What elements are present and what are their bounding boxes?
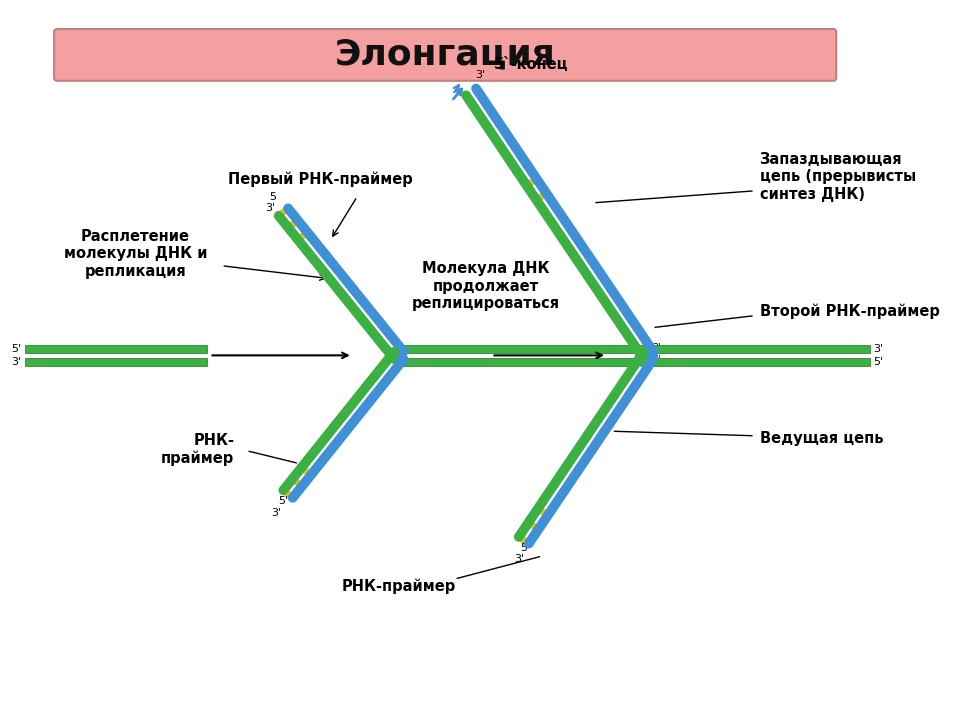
Bar xyxy=(399,358,649,366)
Bar xyxy=(649,358,871,366)
Text: 3': 3' xyxy=(475,71,486,80)
Bar xyxy=(26,353,36,358)
Bar xyxy=(857,353,868,358)
Bar xyxy=(156,353,166,358)
Bar xyxy=(181,353,192,358)
Bar xyxy=(621,353,631,358)
Bar xyxy=(780,353,790,358)
Bar xyxy=(741,353,751,358)
Bar xyxy=(649,345,871,353)
Text: 5': 5' xyxy=(520,543,531,553)
Text: 5': 5' xyxy=(874,357,883,367)
Bar xyxy=(805,353,816,358)
Text: 3': 3' xyxy=(271,508,281,518)
Bar xyxy=(634,353,644,358)
Bar xyxy=(25,358,206,366)
Bar xyxy=(39,353,50,358)
Bar xyxy=(452,353,463,358)
Bar xyxy=(767,353,777,358)
Bar xyxy=(400,353,411,358)
Text: 3': 3' xyxy=(265,203,276,213)
Bar xyxy=(715,353,726,358)
Bar xyxy=(440,353,450,358)
Bar xyxy=(651,353,660,358)
Text: 5: 5 xyxy=(269,192,276,202)
Bar xyxy=(130,353,140,358)
Bar xyxy=(78,353,88,358)
Bar xyxy=(399,345,649,353)
Bar xyxy=(831,353,842,358)
Text: Запаздывающая
цепь (прерывисты
синтез ДНК): Запаздывающая цепь (прерывисты синтез ДН… xyxy=(759,152,916,202)
Text: Молекула ДНК
продолжает
реплицироваться: Молекула ДНК продолжает реплицироваться xyxy=(412,261,560,311)
Text: 3': 3' xyxy=(652,343,660,353)
Bar xyxy=(608,353,618,358)
Bar xyxy=(143,353,153,358)
Bar xyxy=(676,353,686,358)
Bar xyxy=(504,353,515,358)
Bar xyxy=(492,353,501,358)
Text: 3': 3' xyxy=(12,357,22,367)
Text: 3': 3' xyxy=(514,554,524,564)
Bar xyxy=(819,353,828,358)
Bar xyxy=(195,353,204,358)
Bar xyxy=(845,353,854,358)
Bar xyxy=(543,353,553,358)
Bar xyxy=(52,353,62,358)
Bar xyxy=(466,353,475,358)
Bar xyxy=(414,353,424,358)
Text: РНК-праймер: РНК-праймер xyxy=(342,579,456,594)
Text: Первый РНК-праймер: Первый РНК-праймер xyxy=(228,172,413,187)
Bar xyxy=(478,353,489,358)
Bar xyxy=(104,353,114,358)
Bar xyxy=(582,353,592,358)
Bar xyxy=(595,353,605,358)
Bar xyxy=(663,353,674,358)
Bar xyxy=(517,353,527,358)
Text: 5': 5' xyxy=(12,344,22,354)
Bar xyxy=(530,353,540,358)
Text: 5': 5' xyxy=(278,497,288,506)
Bar xyxy=(793,353,803,358)
Bar xyxy=(689,353,700,358)
Text: 3': 3' xyxy=(874,344,883,354)
Bar xyxy=(169,353,179,358)
Text: Второй РНК-праймер: Второй РНК-праймер xyxy=(759,303,940,319)
Bar xyxy=(569,353,579,358)
Text: Элонгация: Элонгация xyxy=(335,38,556,72)
Bar xyxy=(702,353,712,358)
Bar xyxy=(25,345,206,353)
Text: Расплетение
молекулы ДНК и
репликация: Расплетение молекулы ДНК и репликация xyxy=(63,229,207,279)
FancyBboxPatch shape xyxy=(54,29,836,81)
Bar xyxy=(117,353,127,358)
Text: Ведущая цепь: Ведущая цепь xyxy=(759,431,883,446)
Text: 5`-конец: 5`-конец xyxy=(494,57,568,72)
Text: РНК-
праймер: РНК- праймер xyxy=(161,433,234,466)
Bar xyxy=(91,353,101,358)
Bar xyxy=(754,353,764,358)
Bar xyxy=(556,353,566,358)
Text: 5': 5' xyxy=(652,355,661,365)
Bar xyxy=(426,353,437,358)
Bar xyxy=(728,353,738,358)
Bar xyxy=(65,353,75,358)
